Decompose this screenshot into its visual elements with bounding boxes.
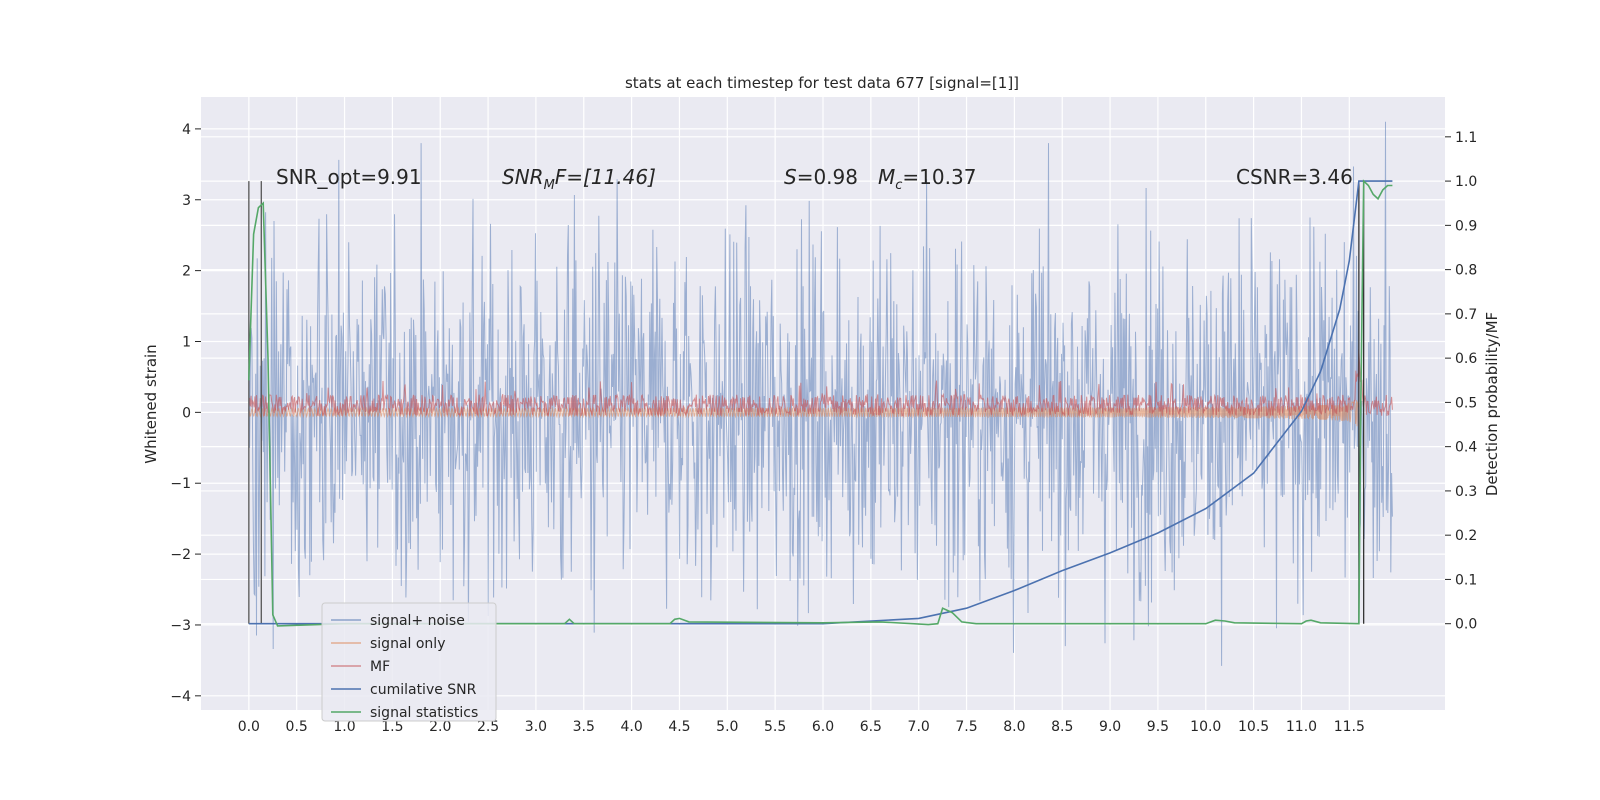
legend: signal+ noise signal only MF cumilative SNR… — [321, 602, 497, 722]
annotation-mc-main: M — [878, 165, 895, 189]
x-tick-label: 7.5 — [955, 719, 977, 735]
annotation-snr-mf: SNRMF=[11.46] — [502, 165, 656, 193]
series-mf — [248, 348, 1393, 418]
y2-tick-label: 0.3 — [1455, 484, 1477, 500]
y2-tick-label: 0.9 — [1455, 218, 1477, 234]
y-axis-label: Whitened strain — [142, 344, 160, 463]
y2-tick-label: 0.6 — [1455, 351, 1477, 367]
y2-tick-label: 0.4 — [1455, 440, 1477, 456]
y2-tick-label: 1.1 — [1455, 130, 1477, 146]
x-tick-label: 5.5 — [764, 719, 786, 735]
legend-box — [321, 602, 497, 722]
annotation-s: S=0.98 — [784, 165, 858, 189]
y-tick-label: −1 — [170, 476, 191, 492]
y-tick-label: 0 — [182, 405, 191, 421]
y2-tick-label: 0.1 — [1455, 572, 1477, 588]
chart-title: stats at each timestep for test data 677… — [625, 74, 1019, 92]
annotation-snr-opt: SNR_opt=9.91 — [276, 165, 422, 189]
x-tick-label: 2.0 — [429, 719, 451, 735]
y2-tick-label: 0.0 — [1455, 617, 1477, 633]
x-tick-label: 0.0 — [238, 719, 260, 735]
x-tick-label: 10.5 — [1238, 719, 1269, 735]
x-tick-label: 6.0 — [812, 719, 834, 735]
y2-tick-label: 0.2 — [1455, 528, 1477, 544]
x-tick-label: 4.0 — [620, 719, 642, 735]
y2-axis-label: Detection probability/MF — [1483, 312, 1501, 496]
annotation-snr-mf-sub: M — [544, 178, 555, 193]
y-tick-label: 2 — [182, 264, 191, 280]
x-tick-label: 8.0 — [1003, 719, 1025, 735]
y-tick-label: −3 — [170, 618, 191, 634]
annotations: SNR_opt=9.91 SNRMF=[11.46] S=0.98 Mc=10.… — [276, 165, 1353, 193]
right-axis: 1.1 1.0 0.9 0.8 0.7 0.6 0.5 0.4 0.3 0.2 0.1 0.0 — [1445, 130, 1477, 633]
y2-tick-label: 0.7 — [1455, 307, 1477, 323]
annotation-mc-sub: c — [895, 178, 902, 193]
y-tick-label: 4 — [182, 122, 191, 138]
x-tick-label: 0.5 — [286, 719, 308, 735]
x-tick-label: 7.0 — [908, 719, 930, 735]
x-tick-label: 3.0 — [525, 719, 547, 735]
x-tick-label: 10.0 — [1190, 719, 1221, 735]
annotation-mc: Mc=10.37 — [878, 165, 976, 193]
legend-entry: MF — [370, 659, 390, 675]
x-tick-label: 6.5 — [860, 719, 882, 735]
y-tick-label: 3 — [182, 193, 191, 209]
x-tick-label: 11.0 — [1286, 719, 1317, 735]
series-signal-noise — [248, 121, 1393, 666]
x-tick-label: 1.5 — [381, 719, 403, 735]
series-cumulative-snr — [248, 180, 1393, 625]
x-tick-label: 2.5 — [477, 719, 499, 735]
x-tick-label: 9.5 — [1147, 719, 1169, 735]
y2-tick-label: 1.0 — [1455, 174, 1477, 190]
y-tick-label: −4 — [170, 689, 191, 705]
legend-entry: cumilative SNR — [370, 682, 477, 698]
grid — [201, 97, 1445, 710]
x-tick-label: 11.5 — [1334, 719, 1365, 735]
legend-entry: signal statistics — [370, 705, 478, 721]
annotation-s-rest: =0.98 — [797, 165, 858, 189]
x-axis: 0.0 0.5 1.0 1.5 2.0 2.5 3.0 3.5 4.0 4.5 5.0 5.5 6.0 6… — [238, 719, 1365, 735]
y-tick-label: −2 — [170, 547, 191, 563]
x-tick-label: 3.5 — [573, 719, 595, 735]
x-tick-label: 9.0 — [1099, 719, 1121, 735]
annotation-s-main: S — [784, 165, 797, 189]
x-tick-label: 5.0 — [716, 719, 738, 735]
y2-tick-label: 0.5 — [1455, 395, 1477, 411]
x-tick-label: 1.0 — [333, 719, 355, 735]
annotation-snr-mf-main: SNR — [502, 165, 544, 189]
x-tick-label: 8.5 — [1051, 719, 1073, 735]
annotation-mc-rest: =10.37 — [902, 165, 976, 189]
left-axis: 4 3 2 1 0 −1 −2 −3 −4 — [170, 122, 201, 705]
y2-tick-label: 0.8 — [1455, 263, 1477, 279]
annotation-snr-mf-rest: F=[11.46] — [555, 165, 656, 189]
legend-entry: signal only — [370, 636, 445, 652]
y-tick-label: 1 — [182, 334, 191, 350]
legend-entry: signal+ noise — [370, 613, 465, 629]
annotation-csnr: CSNR=3.46 — [1236, 165, 1353, 189]
x-tick-label: 4.5 — [668, 719, 690, 735]
